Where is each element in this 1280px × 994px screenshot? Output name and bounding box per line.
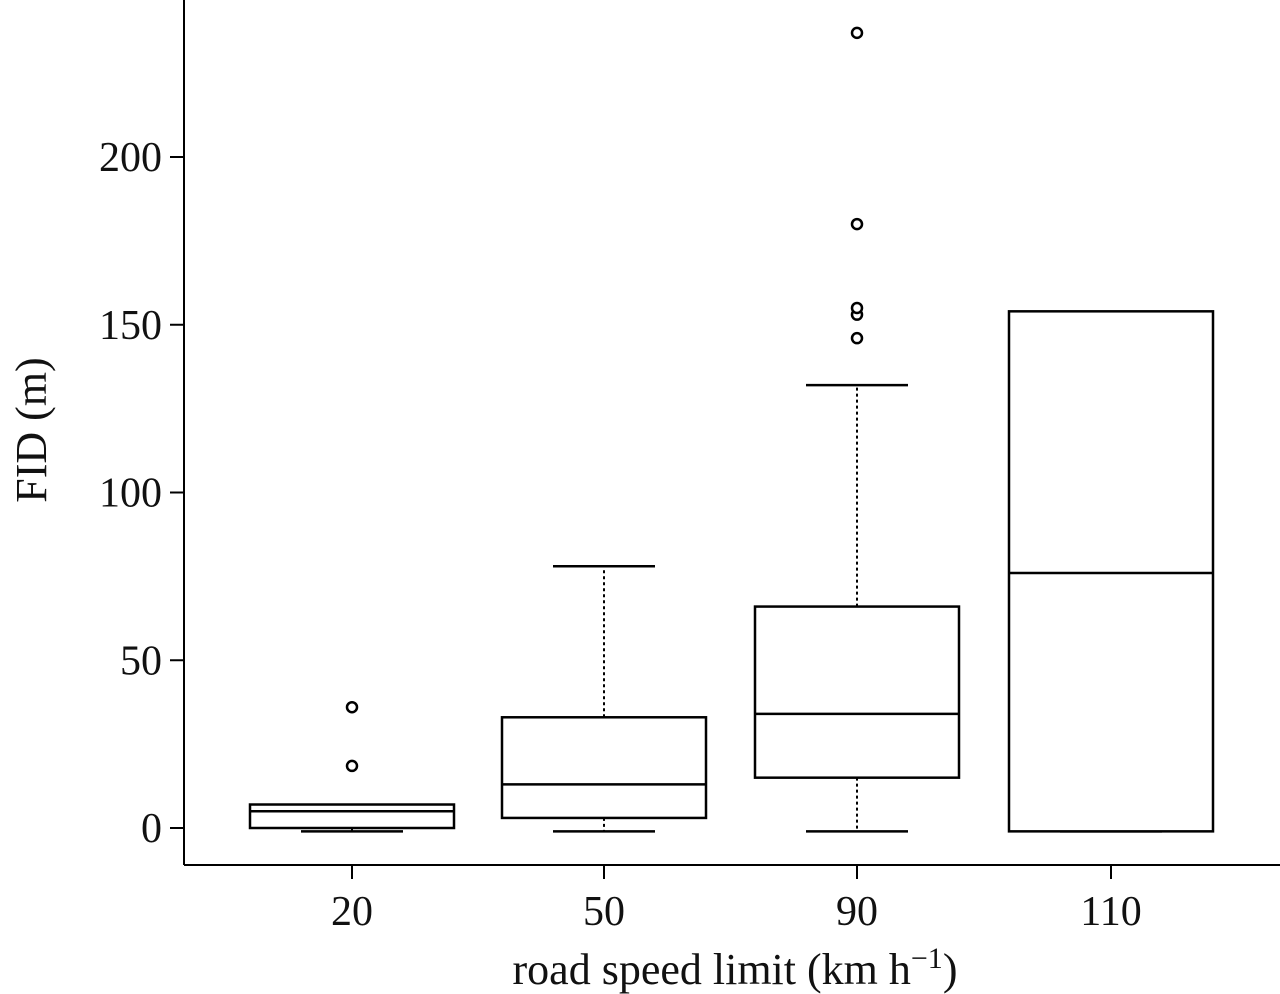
x-axis-title-close: ): [943, 945, 958, 994]
outlier-90-2: [850, 301, 864, 315]
y-tick-label-0: 0: [141, 806, 162, 852]
y-tick-label-50: 50: [120, 638, 162, 684]
boxes-group: [248, 26, 1215, 833]
x-tick-label-20: 20: [331, 889, 373, 935]
box-110: [1007, 310, 1215, 833]
x-tick-label-110: 110: [1080, 889, 1141, 935]
x-tick-label-90: 90: [836, 889, 878, 935]
box-20: [248, 700, 456, 833]
outlier-90-4: [850, 26, 864, 40]
box-rect-50: [500, 716, 708, 820]
outlier-90-0: [850, 331, 864, 345]
box-90: [753, 26, 961, 833]
x-axis: 20 50 90 110: [184, 864, 1280, 935]
x-axis-title-superscript: −1: [911, 942, 943, 975]
y-tick-label-100: 100: [99, 471, 162, 517]
y-axis: 0 50 100 150 200: [99, 0, 185, 865]
y-axis-title: FID (m): [7, 357, 56, 502]
x-tick-label-50: 50: [583, 889, 625, 935]
box-rect-110: [1007, 310, 1215, 833]
y-tick-label-200: 200: [99, 135, 162, 181]
box-rect-20: [248, 803, 456, 830]
outlier-20-0: [345, 759, 359, 773]
y-tick-label-150: 150: [99, 303, 162, 349]
outlier-20-1: [345, 700, 359, 714]
box-50: [500, 565, 708, 833]
box-rect-90: [753, 605, 961, 779]
outlier-90-3: [850, 217, 864, 231]
x-axis-title-main: road speed limit (km h: [513, 945, 911, 994]
x-axis-title: road speed limit (km h−1): [513, 942, 958, 994]
